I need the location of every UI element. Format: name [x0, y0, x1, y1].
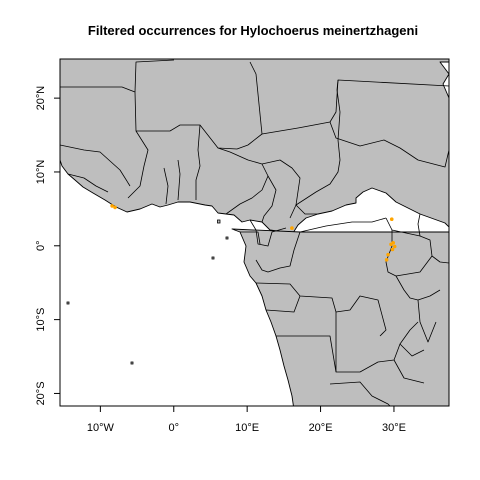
- x-tick-label: 20°E: [309, 422, 333, 434]
- x-tick-label: 10°E: [235, 422, 259, 434]
- atlantic-islands: [66, 219, 229, 365]
- y-tick-label: 20°S: [35, 381, 47, 405]
- x-tick-label: 30°E: [382, 422, 406, 434]
- x-tick-label: 0°: [168, 422, 179, 434]
- occurrence-point: [389, 217, 394, 222]
- y-tick-label: 0°: [35, 241, 47, 252]
- x-axis: 10°W 0° 10°E 20°E 30°E: [87, 406, 406, 434]
- madagascar-outline: [448, 359, 449, 373]
- plot-frame: [59, 58, 450, 407]
- y-axis: 20°N 10°N 0° 10°S 20°S: [35, 86, 60, 405]
- occurrence-point: [390, 247, 395, 252]
- y-tick-label: 10°N: [35, 160, 47, 185]
- occurrence-points: [110, 204, 397, 262]
- occurrence-point: [392, 244, 397, 249]
- occurrence-point: [113, 205, 117, 210]
- occurrence-point: [389, 242, 393, 247]
- x-tick-label: 10°W: [87, 422, 115, 434]
- occurrence-point: [386, 252, 390, 257]
- map-plot-area: [60, 59, 449, 406]
- y-tick-label: 10°S: [35, 308, 47, 332]
- y-tick-label: 20°N: [35, 86, 47, 111]
- map-title: Filtered occurrences for Hylochoerus mei…: [88, 23, 418, 38]
- occurrence-point: [384, 258, 389, 262]
- country-borders: [60, 59, 449, 406]
- occurrence-point: [290, 226, 294, 230]
- occurrence-point: [110, 204, 114, 208]
